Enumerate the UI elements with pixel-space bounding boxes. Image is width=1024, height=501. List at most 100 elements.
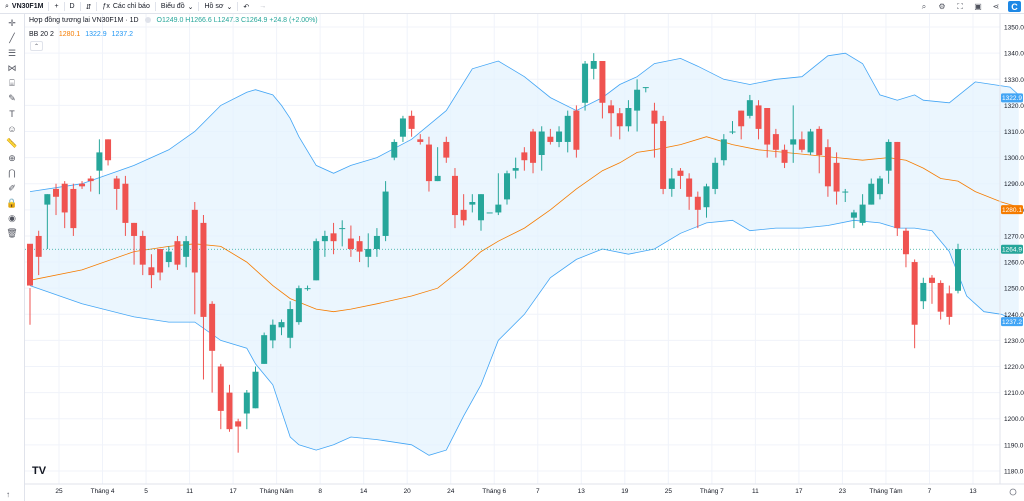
undo-button[interactable]: ↶ [238, 0, 254, 13]
x-tick-label: Tháng Năm [260, 488, 294, 495]
bollinger-band-fill [30, 53, 1019, 456]
candle-body [373, 235, 380, 249]
time-axis[interactable]: 25 Tháng 4 5 11 17 Tháng Năm 8 14 20 24 Tháng 6 7 13… [55, 488, 977, 495]
candle-body [131, 222, 138, 236]
candle-body [712, 162, 719, 189]
lock-icon[interactable]: 🔒 [6, 198, 18, 208]
candle-body [35, 235, 42, 257]
candle-body [850, 212, 857, 218]
price-label-text: 1322.9 [1002, 95, 1022, 102]
horizontal-lines-icon[interactable]: ☰ [7, 48, 17, 58]
x-tick-label: 25 [55, 488, 63, 495]
candle-body [547, 136, 554, 142]
candle-body [139, 235, 146, 265]
plus-icon: + [54, 3, 59, 10]
divider [198, 2, 200, 11]
magnet-icon[interactable]: ⋂ [8, 168, 16, 178]
candle-body [252, 371, 259, 409]
candle-body [746, 100, 753, 116]
candle-body [764, 108, 771, 145]
candle-body [70, 188, 77, 229]
candle-body [955, 249, 961, 291]
indicators-button[interactable]: ƒx Các chỉ báo [97, 0, 154, 13]
candle-body [677, 170, 684, 176]
chart-type-button[interactable]: Biểu đồ ⌄ [156, 0, 199, 13]
emoji-icon[interactable]: ☺ [7, 123, 17, 134]
price-label-text: 1280.1 [1002, 207, 1022, 214]
divider [63, 2, 65, 11]
y-tick-label: 1210.0 [1004, 390, 1024, 397]
candle-body [582, 63, 589, 103]
x-tick-label: 11 [186, 488, 193, 495]
candle-body [920, 282, 927, 302]
x-tick-label: 5 [144, 488, 148, 495]
symbol-search[interactable]: ⌕ VN30F1M [0, 0, 48, 13]
add-symbol-button[interactable]: + [49, 0, 63, 13]
gear-icon[interactable]: ⚙ [938, 2, 946, 11]
fullscreen-icon[interactable]: ⛶ [957, 1, 963, 11]
candle-body [226, 392, 233, 430]
y-tick-label: 1250.0 [1004, 286, 1024, 293]
candle-body [148, 267, 155, 276]
candle-body [434, 175, 441, 182]
candle-body [772, 134, 779, 150]
candle-body [911, 262, 918, 325]
candle-body [460, 209, 467, 221]
interval-button[interactable]: D [69, 3, 75, 10]
candle-body [538, 131, 545, 155]
candle-body [174, 241, 181, 265]
quick-search-icon[interactable]: ⌕ [921, 1, 927, 11]
y-tick-label: 1260.0 [1004, 260, 1024, 267]
candle-body [200, 222, 207, 317]
candles [27, 53, 961, 453]
indicator-name: BB 20 2 [29, 31, 54, 38]
x-tick-label: 17 [795, 488, 803, 495]
collapse-legend-button[interactable]: ⌃ [30, 41, 43, 51]
settings-icon[interactable] [1009, 488, 1017, 496]
ohlc-values: O1249.0 H1266.6 L1247.3 C1264.9 +24.8 (+… [156, 17, 318, 24]
candle-body [443, 141, 450, 158]
eye-icon[interactable]: ◉ [8, 213, 16, 223]
y-tick-label: 1350.0 [1004, 25, 1024, 32]
y-tick-label: 1270.0 [1004, 233, 1024, 240]
candle-body [399, 118, 406, 137]
profile-button[interactable]: Hồ sơ ⌄ [199, 0, 237, 13]
candle-body [634, 89, 641, 111]
redo-button[interactable]: → [254, 0, 271, 13]
x-tick-label: 23 [839, 488, 847, 495]
candle-body [287, 309, 294, 338]
pattern-icon[interactable]: ⋈ [7, 63, 17, 73]
bollinger-lower-line [29, 219, 1019, 456]
brush-icon[interactable]: ✎ [8, 93, 16, 103]
compare-button[interactable]: ⇵ [81, 0, 97, 13]
pencil-lock-icon[interactable]: ✐ [8, 183, 16, 193]
fib-icon[interactable]: ⌸ [9, 78, 15, 88]
text-icon[interactable]: T [9, 108, 15, 119]
candle-body [894, 141, 901, 229]
candle-body [946, 293, 953, 317]
candle-body [824, 147, 831, 187]
camera-icon[interactable]: ▣ [974, 2, 982, 11]
candle-body [668, 178, 675, 189]
share-icon[interactable]: ⋖ [992, 2, 1000, 11]
candle-body [928, 277, 935, 283]
candle-body [295, 288, 302, 323]
candle-body [564, 115, 571, 142]
candle-body [738, 110, 745, 127]
trash-icon[interactable]: 🗑 [6, 228, 18, 238]
drawing-toolbar: ✛ ╱ ☰ ⋈ ⌸ ✎ T ☺ 📏 ⊕ ⋂ ✐ 🔒 ◉ 🗑 [0, 14, 25, 501]
crosshair-icon[interactable]: ✛ [8, 18, 16, 28]
ruler-icon[interactable]: 📏 [6, 138, 18, 148]
y-tick-label: 1220.0 [1004, 364, 1024, 371]
price-label-box [1001, 205, 1023, 215]
candle-body [339, 228, 346, 230]
candle-body [816, 128, 823, 155]
candle-body [642, 87, 649, 89]
candle-body [321, 235, 328, 242]
zoom-in-icon[interactable]: ⊕ [8, 153, 16, 163]
candle-body [512, 168, 519, 171]
trend-line-icon[interactable]: ╱ [9, 33, 15, 43]
candle-body [556, 131, 563, 142]
compare-icon: ⇵ [85, 3, 92, 11]
